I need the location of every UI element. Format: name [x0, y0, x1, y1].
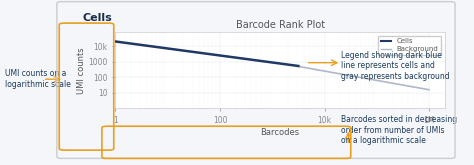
Text: UMI counts on a
logarithmic scale: UMI counts on a logarithmic scale — [5, 69, 71, 89]
Text: Cells: Cells — [83, 13, 113, 23]
Text: Barcodes sorted in decreasing
order from number of UMIs
on a logarithmic scale: Barcodes sorted in decreasing order from… — [341, 115, 457, 145]
Text: Legend showing dark blue
line represents cells and
gray represents background: Legend showing dark blue line represents… — [341, 51, 450, 81]
Legend: Cells, Background: Cells, Background — [378, 36, 441, 55]
X-axis label: Barcodes: Barcodes — [261, 128, 300, 137]
Y-axis label: UMI counts: UMI counts — [77, 47, 86, 94]
Title: Barcode Rank Plot: Barcode Rank Plot — [236, 20, 325, 30]
